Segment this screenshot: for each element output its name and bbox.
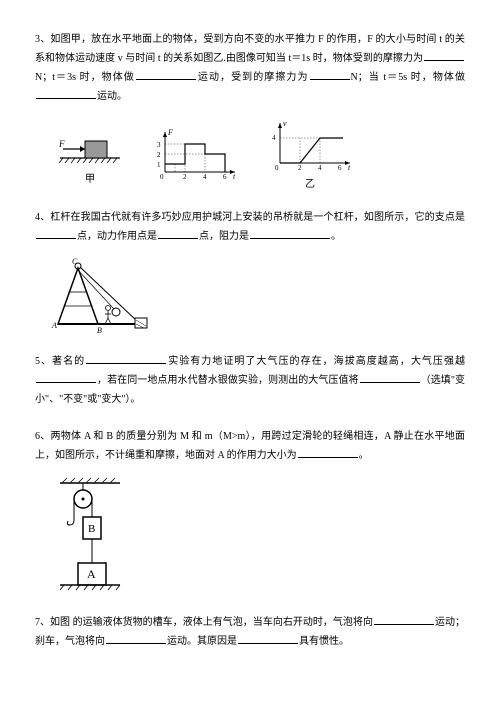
svg-text:3: 3 <box>157 141 161 149</box>
q6-label-b: B <box>88 523 95 535</box>
q3-part5: 运动。 <box>97 91 127 102</box>
block-diagram-icon: F <box>55 123 125 168</box>
q4-blank3 <box>250 227 330 239</box>
q6-part1: 6、两物体 A 和 B 的质量分别为 M 和 m（M>m），用跨过定滑轮的轻绳相… <box>35 431 465 461</box>
svg-text:2: 2 <box>183 173 187 181</box>
q3-label-jia: 甲 <box>55 170 125 185</box>
q4-blank2 <box>158 227 198 239</box>
q5-blank1 <box>86 352 166 364</box>
q5-blank3 <box>360 371 420 383</box>
svg-text:4: 4 <box>318 164 322 172</box>
q5-part3: ，若在同一地点用水代替水银做实验，则测出的大气压值将 <box>97 375 359 386</box>
drawbridge-icon: C A B <box>50 256 150 334</box>
svg-text:t: t <box>348 163 351 172</box>
q6-blank1 <box>298 446 358 458</box>
q3-fig-ft: F t 0 1 2 3 2 4 6 <box>150 127 240 182</box>
pulley-diagram-icon: B A <box>50 475 130 595</box>
q7-blank1 <box>374 613 434 625</box>
q5-part1: 5、著名的 <box>35 356 85 367</box>
q3-blank4 <box>36 87 96 99</box>
question-3: 3、如图甲，放在水平地面上的物体，受到方向不变的水平推力 F 的作用，F 的大小… <box>35 30 465 190</box>
svg-text:1: 1 <box>157 161 161 169</box>
q5-part2: 实验有力地证明了大气压的存在，海拔高度越高，大气压强越 <box>167 356 465 367</box>
q7-part4: 具有惯性。 <box>299 636 349 647</box>
q4-part2: 点，动力作用点是 <box>77 231 157 242</box>
q4-part3: 点，阻力是 <box>199 231 249 242</box>
q3-label-yi: 乙 <box>265 175 355 190</box>
question-5: 5、著名的 实验有力地证明了大气压的存在，海拔高度越高，大气压强越 ，若在同一地点用… <box>35 352 465 409</box>
q3-part4: N；当 t＝5s 时，物体做 <box>351 72 465 83</box>
q6-part2: 。 <box>359 450 369 461</box>
vt-graph-icon: v t 0 4 2 4 6 <box>265 118 355 173</box>
question-6: 6、两物体 A 和 B 的质量分别为 M 和 m（M>m），用跨过定滑轮的轻绳相… <box>35 427 465 595</box>
svg-text:4: 4 <box>272 134 276 142</box>
svg-text:6: 6 <box>223 173 227 181</box>
q4-blank1 <box>36 227 76 239</box>
q7-part3: 运动。其原因是 <box>167 636 237 647</box>
svg-text:F: F <box>167 128 173 137</box>
q7-blank2 <box>106 632 166 644</box>
svg-text:0: 0 <box>275 164 279 172</box>
q7-text: 7、如图 的运输液体货物的槽车，液体上有气泡，当车向右开动时，气泡将向运动；刹车… <box>35 613 465 651</box>
svg-text:t: t <box>233 172 236 181</box>
svg-text:C: C <box>72 257 78 266</box>
svg-text:v: v <box>283 119 287 128</box>
svg-text:A: A <box>51 321 57 330</box>
svg-text:4: 4 <box>203 173 207 181</box>
q6-figure: B A <box>50 475 465 595</box>
q3-part3: 运动，受到的摩擦力为 <box>197 72 309 83</box>
q3-blank3 <box>310 68 350 80</box>
q3-fig-vt: v t 0 4 2 4 6 乙 <box>265 118 355 190</box>
svg-text:2: 2 <box>298 164 302 172</box>
q3-part1: 3、如图甲，放在水平地面上的物体，受到方向不变的水平推力 F 的作用，F 的大小… <box>35 34 465 64</box>
q5-blank2 <box>36 371 96 383</box>
svg-text:6: 6 <box>338 164 342 172</box>
q4-figure: C A B <box>50 256 465 334</box>
q6-text: 6、两物体 A 和 B 的质量分别为 M 和 m（M>m），用跨过定滑轮的轻绳相… <box>35 427 465 465</box>
q3-part2: N；t＝3s 时，物体做 <box>35 72 135 83</box>
q4-part4: 。 <box>331 231 341 242</box>
q3-text: 3、如图甲，放在水平地面上的物体，受到方向不变的水平推力 F 的作用，F 的大小… <box>35 30 465 106</box>
q3-blank1 <box>424 49 464 61</box>
q7-blank3 <box>238 632 298 644</box>
q3-fig-jia: F 甲 <box>55 123 125 185</box>
q7-part1: 7、如图 的运输液体货物的槽车，液体上有气泡，当车向右开动时，气泡将向 <box>35 617 373 628</box>
svg-text:B: B <box>97 326 102 334</box>
q5-text: 5、著名的 实验有力地证明了大气压的存在，海拔高度越高，大气压强越 ，若在同一地点用… <box>35 352 465 409</box>
q6-label-a: A <box>87 567 96 581</box>
svg-text:F: F <box>58 139 65 149</box>
svg-text:0: 0 <box>160 173 164 181</box>
q3-blank2 <box>136 68 196 80</box>
q3-figures: F 甲 F t 0 1 2 3 2 4 6 <box>55 118 465 190</box>
q4-text: 4、杠杆在我国古代就有许多巧妙应用护城河上安装的吊桥就是一个杠杆，如图所示，它的… <box>35 208 465 246</box>
question-4: 4、杠杆在我国古代就有许多巧妙应用护城河上安装的吊桥就是一个杠杆，如图所示，它的… <box>35 208 465 334</box>
question-7: 7、如图 的运输液体货物的槽车，液体上有气泡，当车向右开动时，气泡将向运动；刹车… <box>35 613 465 651</box>
ft-graph-icon: F t 0 1 2 3 2 4 6 <box>150 127 240 182</box>
q4-part1: 4、杠杆在我国古代就有许多巧妙应用护城河上安装的吊桥就是一个杠杆，如图所示，它的… <box>35 212 465 223</box>
svg-text:2: 2 <box>157 151 161 159</box>
